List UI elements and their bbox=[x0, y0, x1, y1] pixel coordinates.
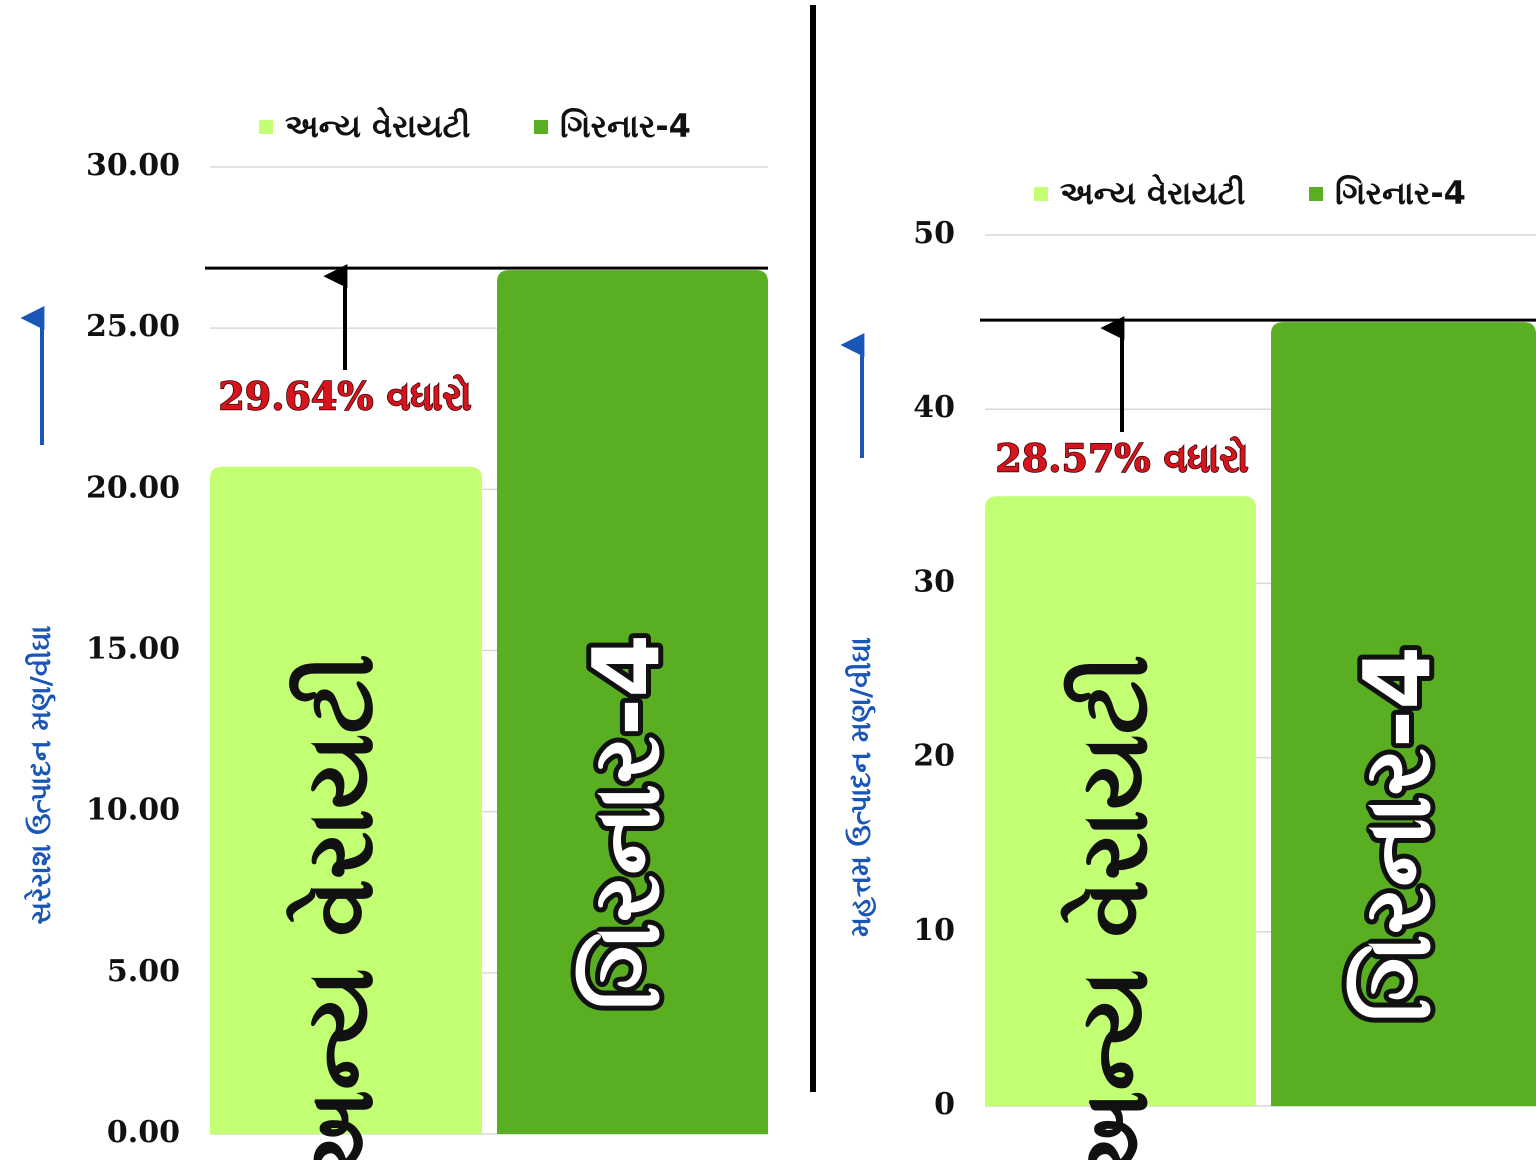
annotation: 28.57% વધારો bbox=[995, 436, 1248, 481]
y-axis-title: સરેરાશ ઉત્પાદન મણ/વીઘા bbox=[24, 625, 57, 924]
y-tick-label: 5.00 bbox=[107, 954, 180, 989]
legend-label: અન્ય વેરાયટી bbox=[285, 107, 470, 145]
bar-label: અન્ય વેરાયટી bbox=[285, 654, 393, 1160]
chart-page: 0.00 5.00 10.00 15.00 20.00 25.00 30.00 અન્ય વે… bbox=[0, 0, 1536, 1160]
legend-swatch bbox=[534, 120, 548, 134]
y-tick-label: 10 bbox=[913, 913, 955, 948]
bar-label: ગિરનાર-4 bbox=[573, 634, 680, 1010]
legend-swatch bbox=[1309, 187, 1323, 201]
y-tick-label: 30 bbox=[913, 564, 955, 599]
y-tick-label: 20.00 bbox=[86, 470, 180, 505]
legend-swatch bbox=[1034, 187, 1048, 201]
legend-label: ગિરનાર-4 bbox=[1335, 174, 1466, 212]
y-tick-label: 20 bbox=[913, 739, 955, 774]
y-tick-label: 0.00 bbox=[107, 1115, 180, 1150]
y-tick-label: 40 bbox=[913, 390, 955, 425]
annotation: 29.64% વધારો bbox=[218, 374, 471, 419]
y-tick-label: 25.00 bbox=[86, 309, 180, 344]
legend-swatch bbox=[259, 120, 273, 134]
y-tick-label: 10.00 bbox=[86, 793, 180, 828]
y-tick-label: 50 bbox=[913, 216, 955, 251]
bar-label: ગિરનાર-4 bbox=[1344, 646, 1451, 1022]
y-axis-title: મહત્તમ ઉત્પાદન મણ/વીઘા bbox=[844, 637, 877, 937]
y-tick-label: 15.00 bbox=[86, 632, 180, 667]
legend-label: ગિરનાર-4 bbox=[560, 107, 691, 145]
legend-label: અન્ય વેરાયટી bbox=[1060, 174, 1245, 212]
bar-label: અન્ય વેરાયટી bbox=[1060, 655, 1168, 1160]
y-tick-label: 30.00 bbox=[86, 148, 180, 183]
y-tick-label: 0 bbox=[934, 1087, 955, 1122]
